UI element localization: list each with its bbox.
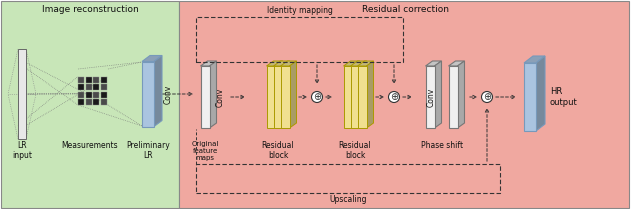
Polygon shape xyxy=(266,66,275,128)
Polygon shape xyxy=(367,61,374,128)
Polygon shape xyxy=(154,56,162,126)
Text: ⊕: ⊕ xyxy=(483,92,491,102)
Polygon shape xyxy=(273,61,289,66)
Bar xyxy=(78,84,84,90)
Polygon shape xyxy=(209,61,216,128)
Polygon shape xyxy=(200,61,216,66)
Bar xyxy=(93,84,99,90)
Text: Residual correction: Residual correction xyxy=(362,5,449,14)
Polygon shape xyxy=(426,61,442,66)
Bar xyxy=(86,76,92,83)
Polygon shape xyxy=(280,66,289,128)
Polygon shape xyxy=(358,66,367,128)
Polygon shape xyxy=(353,61,360,128)
Text: Upscaling: Upscaling xyxy=(329,195,367,204)
Polygon shape xyxy=(458,61,465,128)
Polygon shape xyxy=(142,56,162,61)
Bar xyxy=(93,92,99,98)
Bar xyxy=(78,99,84,105)
Bar xyxy=(100,92,106,98)
Bar xyxy=(100,99,106,105)
Polygon shape xyxy=(426,66,435,128)
Bar xyxy=(78,92,84,98)
Polygon shape xyxy=(275,61,282,128)
Bar xyxy=(100,84,106,90)
Polygon shape xyxy=(358,61,374,66)
Polygon shape xyxy=(435,61,442,128)
Polygon shape xyxy=(351,61,367,66)
Circle shape xyxy=(312,92,323,102)
Polygon shape xyxy=(449,61,465,66)
Bar xyxy=(78,76,84,83)
Bar xyxy=(93,99,99,105)
Polygon shape xyxy=(18,49,26,139)
Bar xyxy=(86,99,92,105)
Polygon shape xyxy=(344,66,353,128)
Text: LR
input: LR input xyxy=(12,141,32,160)
Bar xyxy=(93,76,99,83)
Polygon shape xyxy=(524,63,536,131)
Bar xyxy=(196,164,500,193)
Polygon shape xyxy=(142,61,154,126)
Text: Conv: Conv xyxy=(163,84,173,104)
Text: Conv: Conv xyxy=(426,87,435,107)
Text: Identity mapping: Identity mapping xyxy=(267,6,332,15)
Circle shape xyxy=(388,92,399,102)
Bar xyxy=(1,1,179,208)
Polygon shape xyxy=(282,61,289,128)
Bar xyxy=(196,17,403,62)
Bar xyxy=(86,84,92,90)
Polygon shape xyxy=(344,61,360,66)
Text: ⊕: ⊕ xyxy=(313,92,321,102)
Polygon shape xyxy=(360,61,367,128)
Bar xyxy=(179,1,629,208)
Text: HR
output: HR output xyxy=(550,87,578,107)
Bar xyxy=(86,92,92,98)
Polygon shape xyxy=(289,61,296,128)
Text: Residual
block: Residual block xyxy=(339,141,371,160)
Polygon shape xyxy=(524,56,545,63)
Polygon shape xyxy=(536,56,545,131)
Polygon shape xyxy=(200,66,209,128)
Text: Phase shift: Phase shift xyxy=(421,141,463,150)
Polygon shape xyxy=(266,61,282,66)
Text: Measurements: Measurements xyxy=(61,141,118,150)
Text: ⊕: ⊕ xyxy=(390,92,398,102)
Text: Preliminary
LR: Preliminary LR xyxy=(126,141,170,160)
Circle shape xyxy=(481,92,493,102)
Polygon shape xyxy=(273,66,282,128)
Bar xyxy=(100,76,106,83)
Text: Residual
block: Residual block xyxy=(262,141,294,160)
Polygon shape xyxy=(280,61,296,66)
Polygon shape xyxy=(351,66,360,128)
Polygon shape xyxy=(449,66,458,128)
Text: Original
feature
maps: Original feature maps xyxy=(191,141,219,161)
Text: Image reconstruction: Image reconstruction xyxy=(42,5,138,14)
Text: Conv: Conv xyxy=(216,87,225,107)
